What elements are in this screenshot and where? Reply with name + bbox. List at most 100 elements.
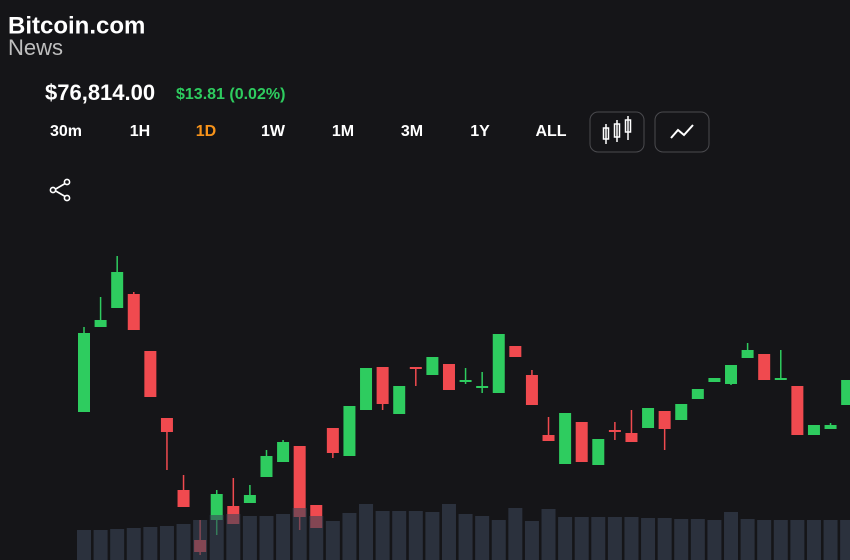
line-icon bbox=[670, 124, 694, 139]
candle-body bbox=[78, 333, 90, 412]
candle-body bbox=[409, 367, 422, 369]
volume-bar bbox=[823, 520, 838, 560]
timeframe-option[interactable]: 1H bbox=[130, 123, 150, 140]
candle-body bbox=[177, 490, 190, 507]
timeframe-option[interactable]: 1M bbox=[332, 123, 354, 140]
timeframe-option[interactable]: 3M bbox=[401, 123, 423, 140]
volume-bar bbox=[558, 517, 573, 560]
volume-bar bbox=[607, 517, 622, 560]
candle-icon bbox=[602, 116, 632, 144]
candle-body bbox=[376, 367, 389, 404]
volume-bar bbox=[126, 528, 141, 560]
candle-body bbox=[758, 354, 771, 380]
candle-body bbox=[675, 404, 688, 420]
candle-body bbox=[725, 365, 738, 384]
volume-bar bbox=[541, 509, 556, 560]
volume-bar bbox=[242, 516, 257, 560]
price-change: $13.81 (0.02%) bbox=[176, 86, 285, 103]
timeframe-bar: 30m 1H 1D 1W 1M 3M 1Y ALL bbox=[50, 123, 567, 140]
volume-bar bbox=[408, 511, 423, 560]
volume-bar bbox=[359, 504, 374, 560]
candle-body bbox=[492, 334, 505, 393]
volume-bar bbox=[690, 519, 705, 560]
button-frame bbox=[589, 111, 645, 153]
candle-body bbox=[542, 435, 555, 441]
candle-body bbox=[592, 439, 605, 465]
button-frame bbox=[654, 111, 710, 153]
volume-bar bbox=[657, 518, 672, 560]
candle-body bbox=[210, 494, 223, 520]
candle-body bbox=[442, 364, 455, 390]
candle-body bbox=[393, 386, 406, 414]
volume-bar bbox=[773, 520, 788, 560]
candle-body bbox=[476, 386, 489, 388]
brand-sub: News bbox=[8, 35, 63, 60]
candle-body bbox=[343, 406, 356, 456]
candle-body bbox=[243, 495, 256, 503]
candle-body bbox=[642, 408, 655, 428]
candle-body bbox=[807, 425, 820, 435]
candle-body bbox=[658, 411, 671, 429]
candle-body bbox=[791, 386, 804, 435]
volume-bar bbox=[524, 521, 539, 560]
timeframe-option[interactable]: ALL bbox=[535, 123, 566, 140]
volume-bar bbox=[475, 516, 490, 560]
candle-body bbox=[293, 446, 306, 517]
volume-bar bbox=[491, 520, 506, 560]
candle-body bbox=[708, 378, 721, 382]
share-dot bbox=[63, 194, 71, 202]
volume-bar bbox=[110, 529, 125, 560]
candle-body bbox=[160, 418, 173, 432]
candle-body bbox=[277, 442, 290, 462]
candle-body bbox=[326, 428, 339, 453]
volume-bar bbox=[159, 526, 174, 560]
candle-body bbox=[426, 357, 439, 375]
volume-bar bbox=[591, 517, 606, 560]
line-chart-button[interactable] bbox=[654, 111, 710, 153]
candle-body bbox=[608, 430, 621, 432]
volume-bar bbox=[724, 512, 739, 560]
candle-chart-button[interactable] bbox=[589, 111, 645, 153]
timeframe-option[interactable]: 1D bbox=[196, 123, 216, 140]
candle-body bbox=[774, 378, 787, 380]
volume-bar bbox=[641, 518, 656, 560]
volume-bar bbox=[292, 508, 307, 560]
candle-body bbox=[111, 272, 124, 308]
volume-bar bbox=[309, 516, 324, 560]
volume-bar bbox=[624, 517, 639, 560]
volume-bar bbox=[674, 519, 689, 560]
volume-bar bbox=[790, 520, 805, 560]
candle-body bbox=[509, 346, 522, 357]
volume-bar bbox=[740, 519, 755, 560]
volume-bar bbox=[425, 512, 440, 560]
volume-bar bbox=[574, 517, 589, 560]
candle-body bbox=[127, 294, 140, 330]
candle-body bbox=[260, 456, 273, 477]
candle-body bbox=[625, 433, 638, 442]
volume-bar bbox=[840, 520, 850, 560]
volume-bar bbox=[226, 514, 241, 560]
volume-bar bbox=[757, 520, 772, 560]
candle-body bbox=[741, 350, 754, 358]
brand: Bitcoin.com bbox=[8, 12, 145, 39]
volume-bar bbox=[325, 521, 340, 560]
volume-bar bbox=[77, 530, 91, 560]
share-dot bbox=[49, 186, 57, 194]
timeframe-option[interactable]: 30m bbox=[50, 123, 82, 140]
volume-bar bbox=[458, 514, 473, 560]
volume-bar bbox=[176, 524, 191, 560]
volume-bar bbox=[276, 514, 291, 560]
share-button[interactable] bbox=[49, 178, 71, 202]
volume-bar bbox=[342, 513, 357, 560]
timeframe-option[interactable]: 1Y bbox=[470, 123, 490, 140]
plot bbox=[77, 256, 850, 560]
timeframe-option[interactable]: 1W bbox=[261, 123, 286, 140]
share-dot bbox=[63, 178, 71, 186]
volume-bar bbox=[441, 504, 456, 560]
volume-bar bbox=[209, 515, 224, 560]
volume-bar bbox=[143, 527, 158, 560]
candle-body bbox=[459, 380, 472, 382]
candle-body bbox=[691, 389, 704, 399]
